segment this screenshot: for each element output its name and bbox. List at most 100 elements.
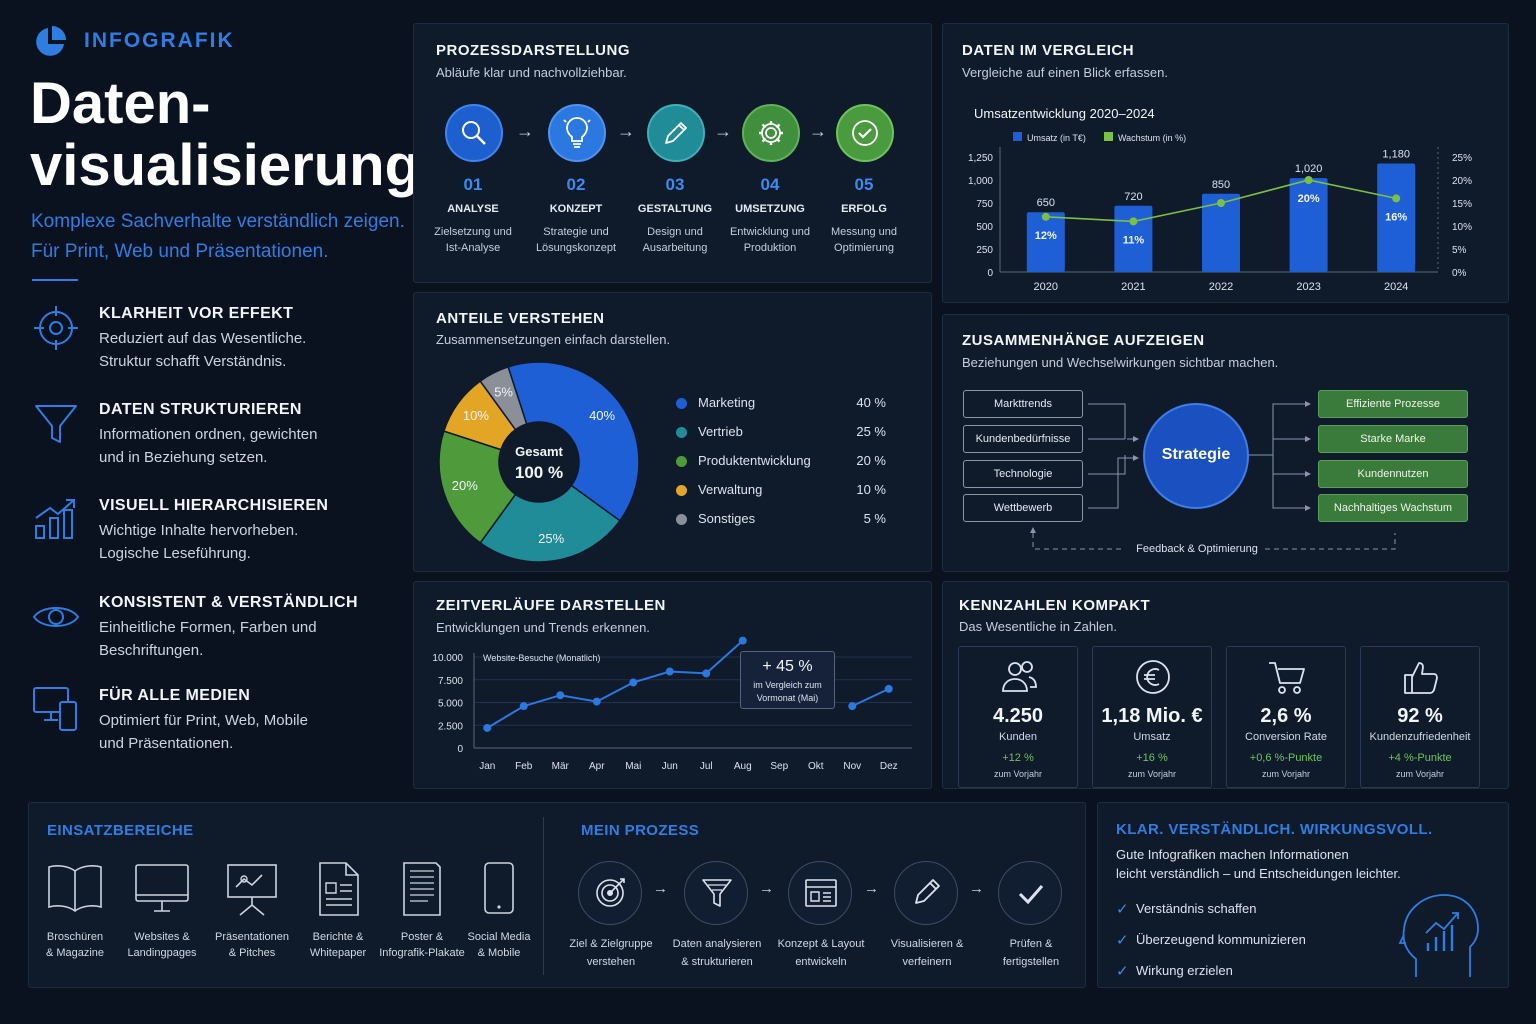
callout-text: im Vergleich zum Vormonat (Mai): [753, 680, 822, 703]
donut-slice: [507, 361, 640, 522]
legend-item: Produktentwicklung 20 %: [676, 453, 886, 473]
slice-label: 20%: [452, 478, 478, 493]
y2-tick-label: 0%: [1452, 268, 1467, 279]
arrow-icon: →: [617, 121, 635, 141]
hero-subtitle-line2: Für Print, Web und Präsentationen.: [31, 241, 329, 262]
line-chart: 0 2.500 5.000 7.500 10.000 Website-Besuche (M…: [432, 636, 912, 772]
legend-value: 25 %: [856, 424, 886, 439]
legend-value: 40 %: [856, 395, 886, 410]
relation-output-box: Starke Marke: [1318, 425, 1468, 453]
legend-swatch: [1104, 132, 1113, 141]
feedback-label: Feedback & Optimierung: [1136, 543, 1258, 555]
strategy-node-label: Strategie: [1161, 446, 1231, 463]
arrow-icon: →: [809, 121, 827, 141]
trend-point: [556, 691, 565, 700]
book-icon: [48, 865, 102, 912]
x-tick-label: 2023: [1296, 281, 1320, 293]
funnel-icon: [35, 405, 77, 443]
legend-label: Wachstum (in %): [1118, 133, 1186, 143]
uses-title: EINSATZBEREICHE: [47, 822, 194, 839]
y-tick-label: 1,250: [968, 153, 993, 164]
presentation-icon: [227, 864, 277, 916]
feature-title: VISUELL HIERARCHISIEREN: [99, 497, 329, 514]
trend-callout: + 45 % im Vergleich zum Vormonat (Mai): [740, 651, 835, 709]
bar-value-label: 1,020: [1295, 163, 1323, 175]
target-icon: [34, 306, 78, 350]
bar: [1377, 163, 1416, 272]
legend-item: Marketing 40 %: [676, 395, 886, 415]
check-icon: ✓: [1116, 901, 1129, 918]
y2-tick-label: 10%: [1452, 222, 1472, 233]
bar-value-label: 850: [1212, 179, 1230, 191]
head-analytics-icon: [1398, 894, 1479, 977]
y-tick-label: 250: [976, 245, 993, 256]
trend-point: [884, 684, 893, 693]
donut-center-label: Gesamt: [515, 444, 563, 459]
y-tick-label: 500: [976, 222, 993, 233]
x-tick-label: Jul: [700, 761, 713, 772]
relation-input-box: Kundenbedürfnisse: [963, 425, 1083, 453]
feature-title: DATEN STRUKTURIEREN: [99, 401, 302, 418]
eye-icon: [32, 607, 80, 627]
kpi-card-zufriedenheit: 92 % Kundenzufriedenheit +4 %-Punkte zum…: [1360, 646, 1480, 788]
bottom-divider: [543, 817, 544, 975]
slice-label: 25%: [538, 531, 564, 546]
y2-tick-label: 15%: [1452, 199, 1472, 210]
y-tick-label: 7.500: [438, 676, 463, 687]
smartphone-icon: [484, 862, 514, 914]
bar-value-label: 1,180: [1382, 148, 1410, 160]
pencil-icon: [665, 122, 687, 144]
arrow-icon: →: [516, 121, 534, 141]
y-tick-label: 1,000: [968, 176, 993, 187]
y2-tick-label: 20%: [1452, 176, 1472, 187]
series-label: Website-Besuche (Monatlich): [483, 653, 600, 663]
check-icon: [1018, 885, 1044, 905]
chart-title: Umsatzentwicklung 2020–2024: [974, 106, 1155, 121]
pencil-icon: [915, 879, 940, 904]
bar-value-label: 650: [1037, 197, 1055, 209]
panel-subtitle: Vergleiche auf einen Blick erfassen.: [962, 65, 1168, 80]
brand-label: INFOGRAFIK: [84, 29, 235, 52]
panel-subtitle: Das Wesentliche in Zahlen.: [959, 619, 1118, 634]
bar-chart: Umsatzentwicklung 2020–2024 Umsatz (in T€…: [968, 106, 1472, 293]
donut-chart: 40% 25% 20% 10% 5%: [438, 361, 640, 563]
relations-panel: ZUSAMMENHÄNGE AUFZEIGEN Beziehungen und …: [942, 314, 1509, 572]
x-tick-label: 2020: [1034, 281, 1058, 293]
feature-title: KONSISTENT & VERSTÄNDLICH: [99, 594, 358, 611]
poster-icon: [403, 862, 441, 916]
check-icon: ✓: [1116, 932, 1129, 949]
legend-label: Umsatz (in T€): [1027, 133, 1086, 143]
target-arrow-icon: [596, 878, 625, 907]
donut-slice: [479, 365, 528, 431]
feature-title: FÜR ALLE MEDIEN: [99, 687, 251, 704]
trend-point: [665, 667, 674, 676]
compare-panel: DATEN IM VERGLEICH Vergleiche auf einen …: [942, 23, 1509, 303]
kpi-card-umsatz: 1,18 Mio. € Umsatz +16 % zum Vorjahr: [1092, 646, 1212, 788]
legend-dot-icon: [676, 427, 687, 438]
donut-center-value: 100 %: [514, 463, 564, 482]
check-icon: ✓: [1116, 963, 1129, 980]
panel-subtitle: Entwicklungen und Trends erkennen.: [436, 620, 650, 635]
trend-line: [851, 687, 890, 708]
trend-point: [738, 636, 747, 645]
x-tick-label: Dez: [880, 761, 898, 772]
panel-title: ANTEILE VERSTEHEN: [436, 310, 605, 327]
relation-input-box: Markttrends: [963, 390, 1083, 418]
growth-label: 11%: [1123, 234, 1145, 246]
x-tick-label: Jun: [662, 761, 678, 772]
legend-item: Vertrieb 25 %: [676, 424, 886, 444]
panel-title: ZEITVERLÄUFE DARSTELLEN: [436, 597, 666, 614]
x-tick-label: Feb: [515, 761, 533, 772]
feature-desc: Einheitliche Formen, Farben und Beschrift…: [99, 619, 317, 659]
devices-icon: [33, 687, 77, 731]
trend-point: [629, 678, 638, 687]
euro-icon: [1136, 660, 1170, 694]
legend-value: 20 %: [856, 453, 886, 468]
bar: [1026, 212, 1065, 272]
x-tick-label: Mai: [625, 761, 641, 772]
donut-slice: [479, 484, 621, 563]
growth-point: [1304, 176, 1313, 184]
growth-point: [1041, 212, 1050, 221]
strategy-node: [1143, 403, 1249, 509]
growth-point: [1217, 199, 1225, 207]
